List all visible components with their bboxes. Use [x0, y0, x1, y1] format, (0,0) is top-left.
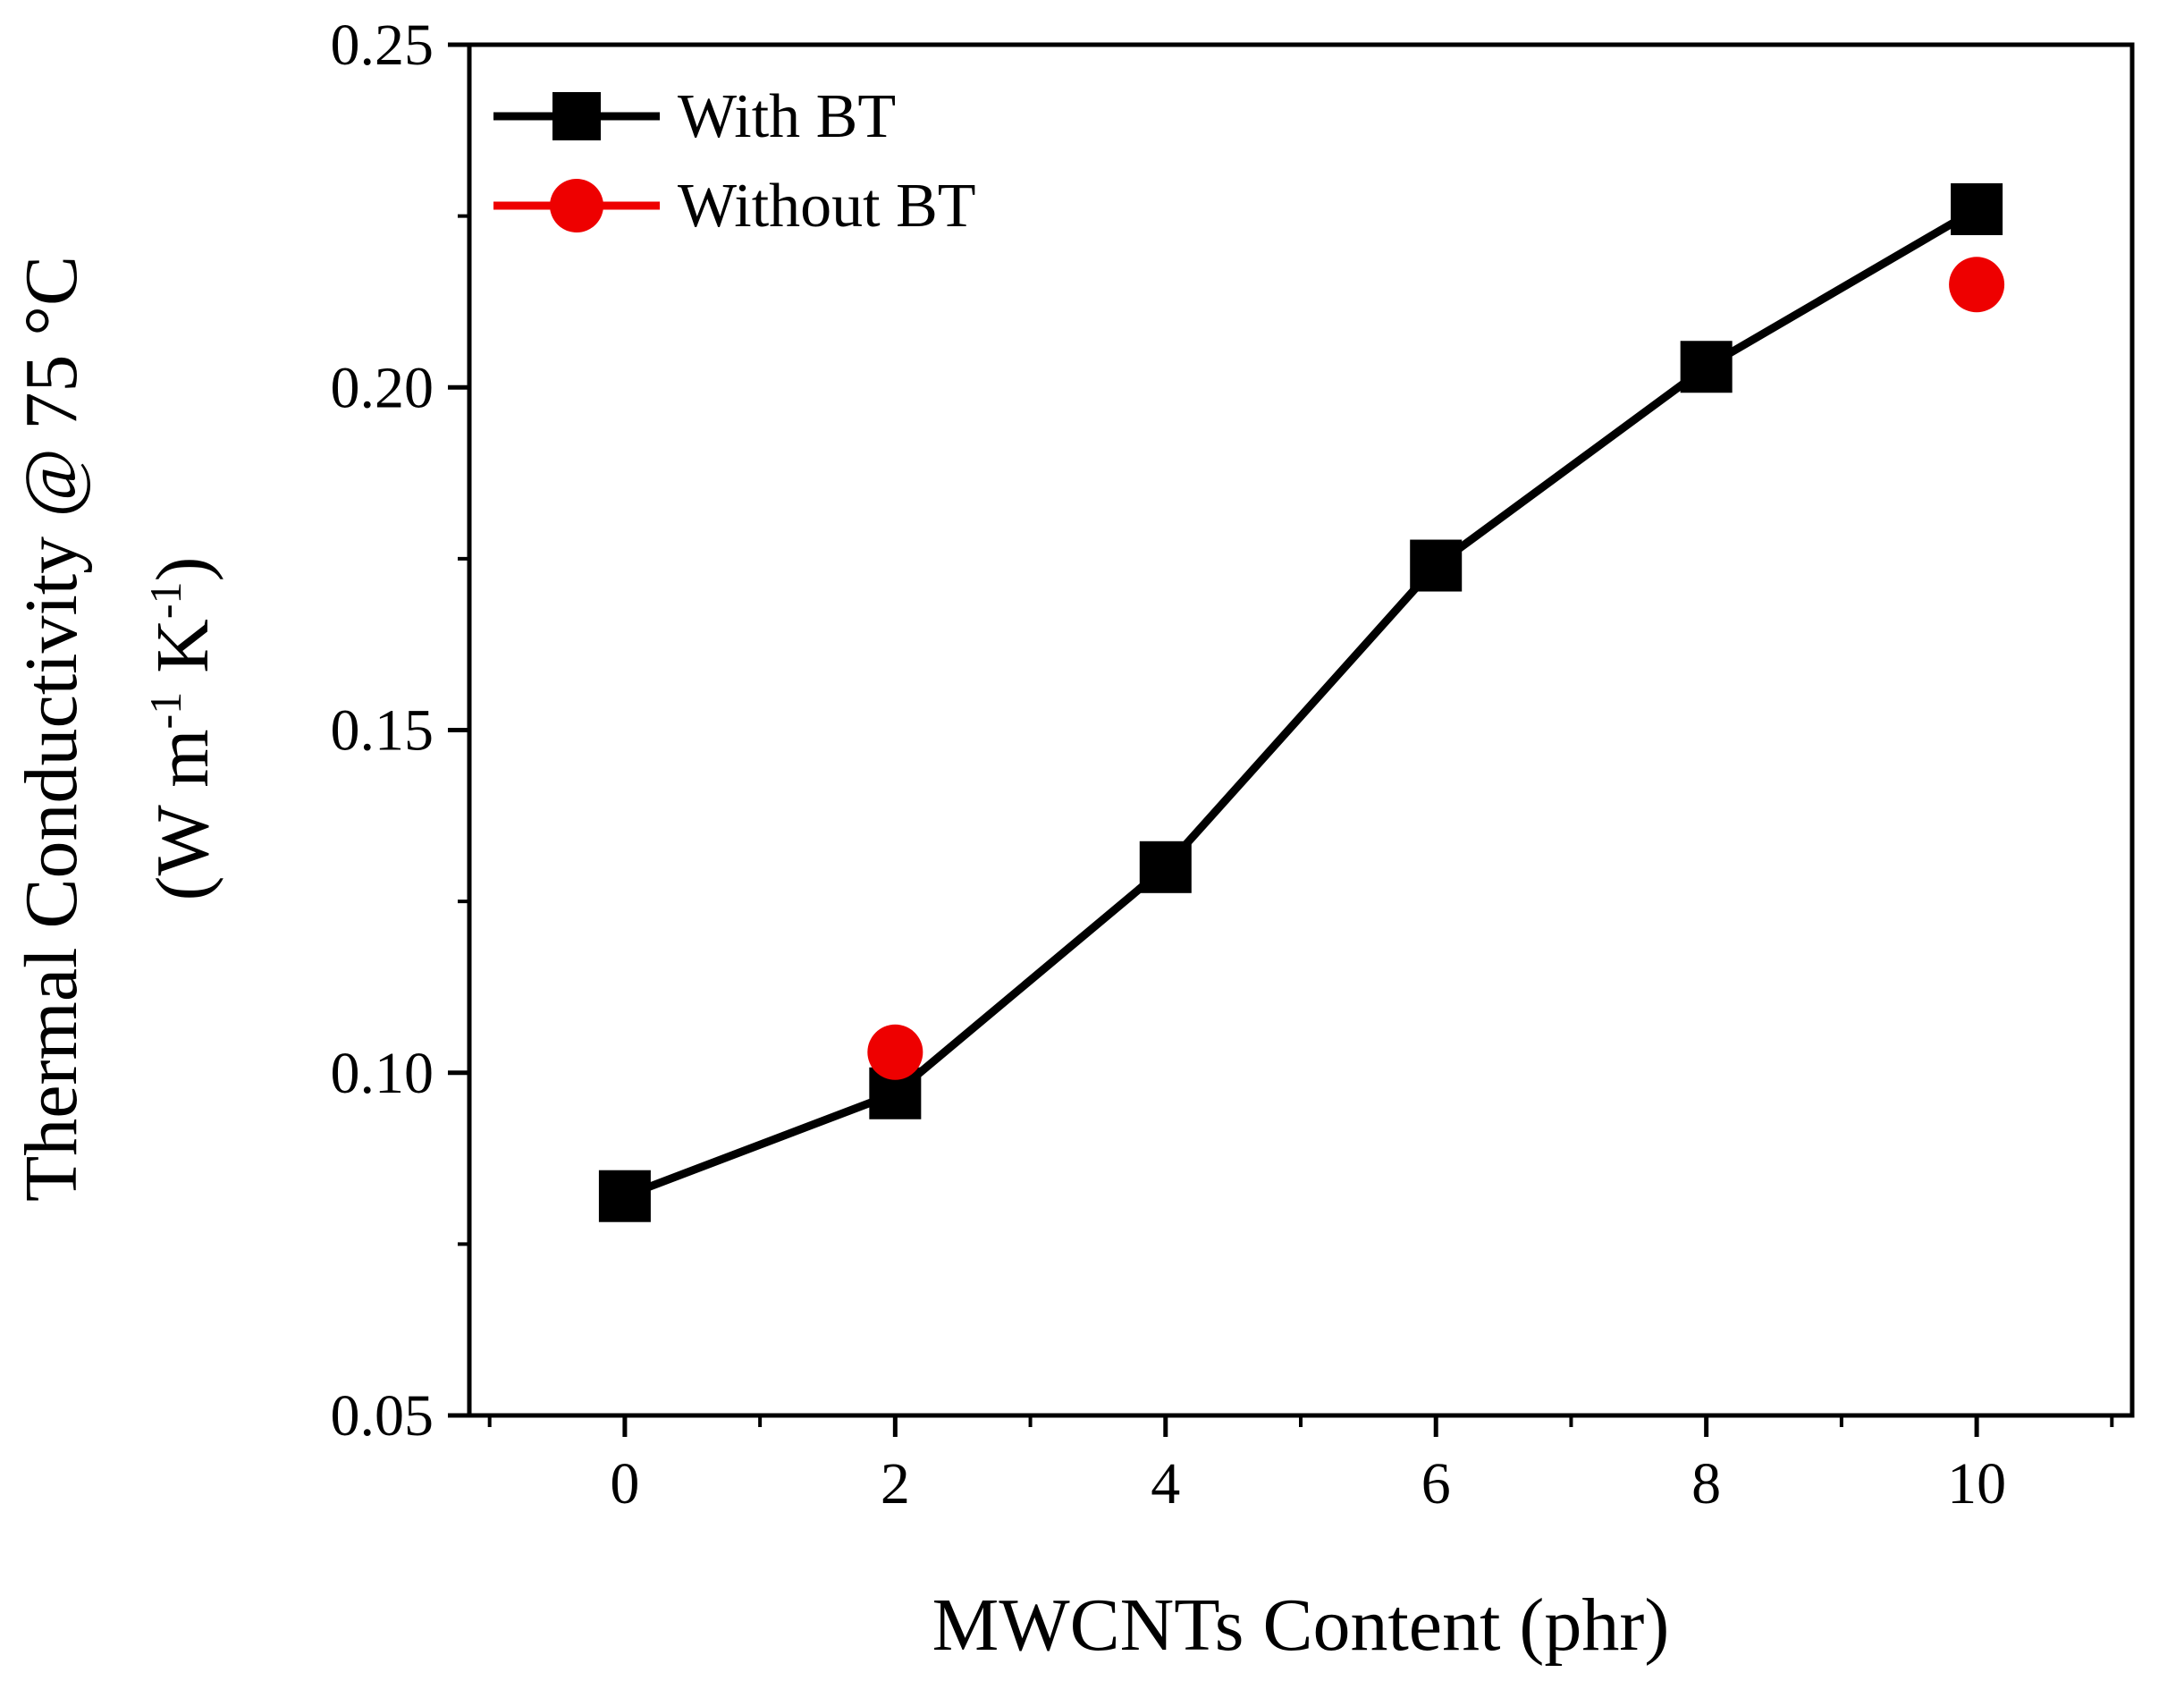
y-tick-label: 0.25 — [331, 13, 434, 78]
x-axis-title: MWCNTs Content (phr) — [932, 1584, 1670, 1667]
legend-label-without-bt: Without BT — [678, 172, 976, 241]
series-lines — [623, 206, 1979, 1200]
data-point-with-bt — [598, 1170, 651, 1222]
x-tick-label: 0 — [610, 1451, 639, 1516]
data-point-with-bt — [1139, 840, 1192, 893]
x-tick-label: 10 — [1947, 1451, 2006, 1516]
y-axis-unit-superscript: -1 — [140, 692, 190, 730]
data-point-without-bt — [867, 1024, 923, 1080]
data-point-with-bt — [1680, 341, 1733, 393]
y-tick-label: 0.15 — [331, 698, 434, 764]
plot-frame — [467, 42, 2135, 1418]
y-axis-unit-superscript: -1 — [140, 581, 190, 619]
y-tick-label: 0.10 — [331, 1041, 434, 1106]
y-axis-title-part: Thermal Conductivity — [10, 518, 93, 1202]
legend: With BT Without BT — [493, 82, 976, 241]
legend-label-with-bt: With BT — [678, 82, 896, 151]
axis-ticks — [448, 42, 2114, 1437]
y-axis-unit-part: K — [141, 619, 224, 692]
tick-labels: 0 2 4 6 8 10 0.05 0.10 0.15 0.20 0.25 — [331, 13, 2007, 1516]
y-axis-unit-part: ) — [141, 556, 224, 581]
y-axis-title-at-sign: @ — [10, 449, 93, 518]
data-point-without-bt — [1949, 257, 2005, 313]
series-line-with-bt — [623, 206, 1979, 1200]
x-tick-label: 6 — [1421, 1451, 1451, 1516]
y-tick-label: 0.05 — [331, 1383, 434, 1449]
x-tick-label: 8 — [1691, 1451, 1721, 1516]
x-tick-label: 2 — [881, 1451, 910, 1516]
series-markers — [598, 182, 2005, 1222]
y-axis-unit-part: (W m — [141, 729, 224, 900]
data-point-with-bt — [1410, 539, 1463, 592]
x-tick-label: 4 — [1151, 1451, 1180, 1516]
y-axis-title-line2: (W m-1 K-1) — [140, 556, 224, 900]
data-point-with-bt — [1951, 182, 2003, 235]
y-axis-title-line1: Thermal Conductivity @ 75 °C — [10, 256, 93, 1202]
legend-marker-without-bt — [550, 179, 603, 232]
legend-marker-with-bt — [552, 92, 601, 140]
y-axis-title-part: 75 °C — [10, 256, 93, 449]
y-tick-label: 0.20 — [331, 355, 434, 420]
